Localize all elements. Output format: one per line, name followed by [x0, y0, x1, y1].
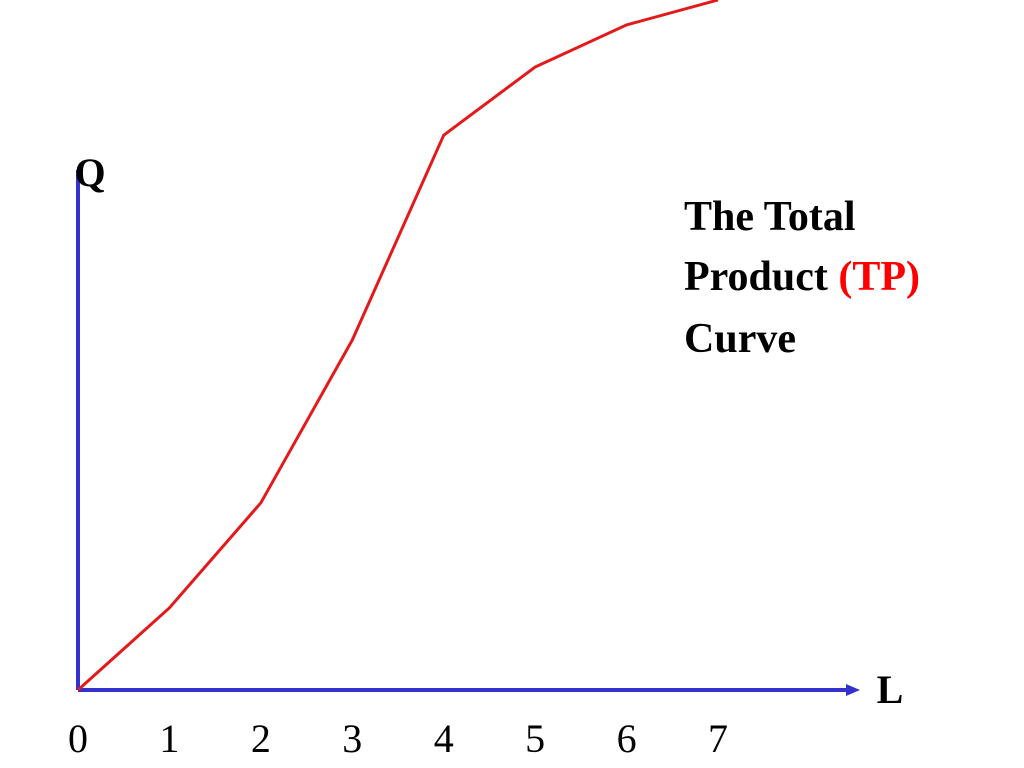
x-tick-label: 4: [434, 716, 454, 761]
y-axis-label: Q: [74, 150, 105, 195]
x-axis-arrow: [846, 684, 860, 696]
annotation: Product (TP): [684, 254, 920, 300]
annotation-highlight: (TP): [838, 254, 920, 300]
x-tick-label: 5: [525, 716, 545, 761]
annotation: Curve: [684, 316, 796, 362]
annotation: The Total: [684, 194, 856, 240]
x-tick-label: 3: [342, 716, 362, 761]
x-tick-label: 6: [617, 716, 637, 761]
x-axis-label: L: [877, 667, 904, 712]
x-tick-label: 1: [159, 716, 179, 761]
x-tick-label: 7: [708, 716, 728, 761]
x-tick-label: 0: [68, 716, 88, 761]
tp-curve: [76, 0, 719, 692]
x-tick-label: 2: [251, 716, 271, 761]
annotation: Product: [684, 254, 828, 300]
